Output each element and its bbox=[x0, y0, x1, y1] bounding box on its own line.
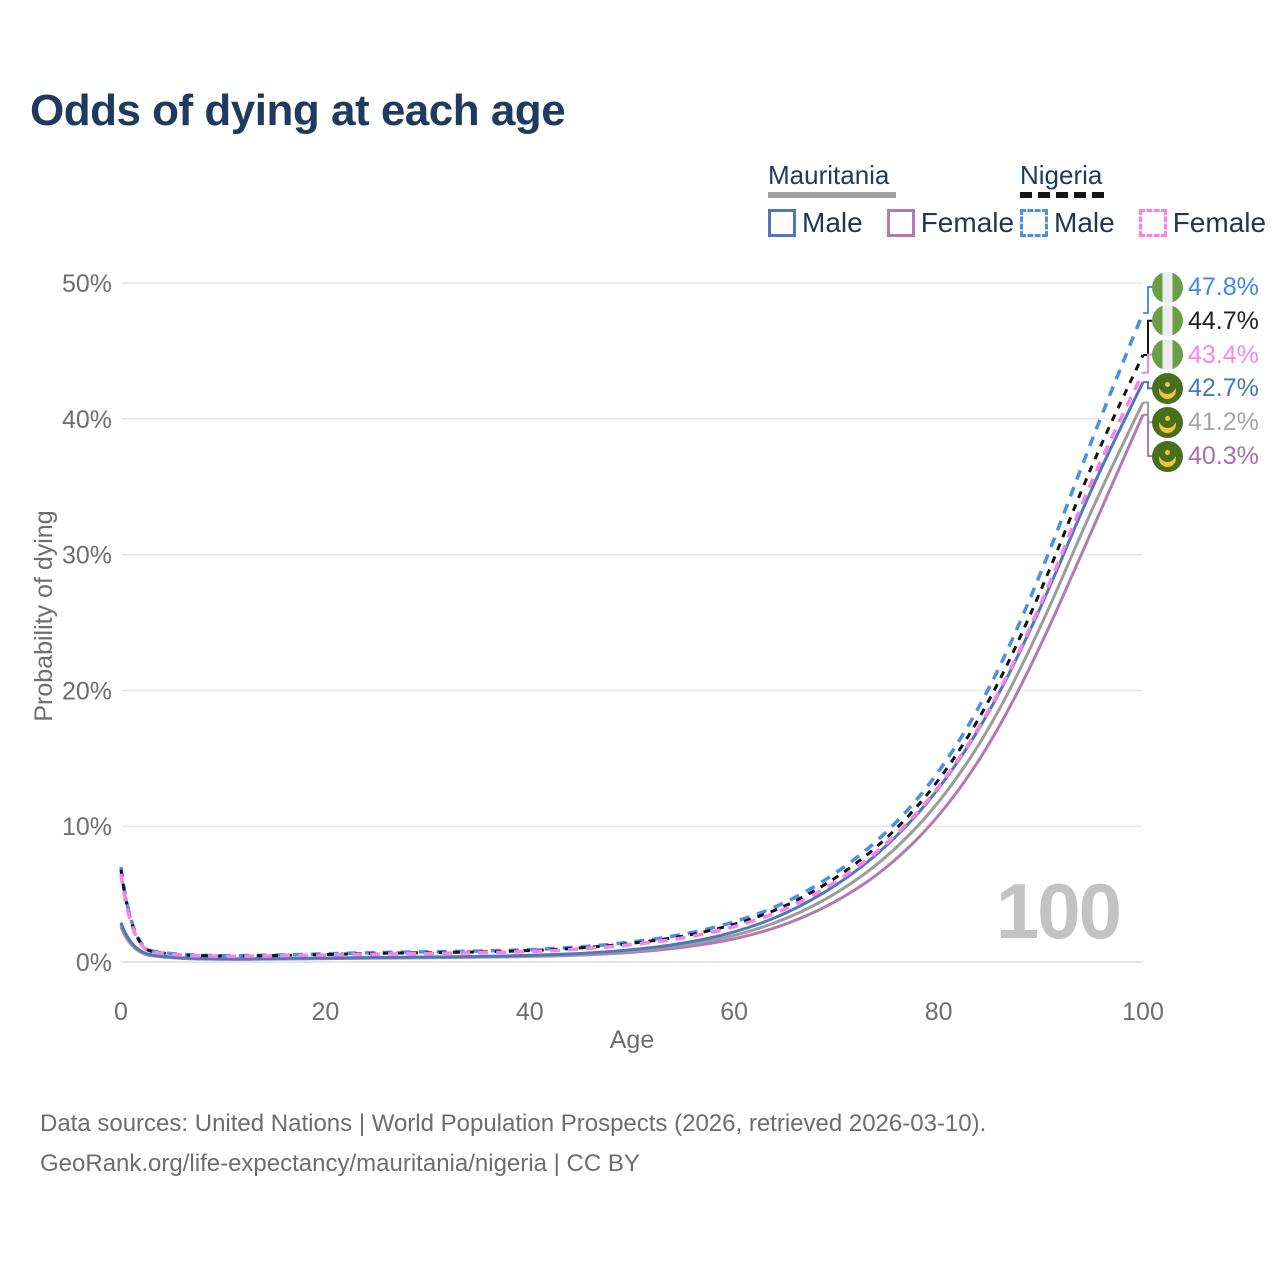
age-watermark: 100 bbox=[995, 867, 1122, 955]
y-axis-title: Probability of dying bbox=[30, 510, 58, 722]
x-tick-label: 100 bbox=[1122, 998, 1164, 1026]
legend-group-nigeria: Nigeria Male Female bbox=[1020, 160, 1266, 239]
nigeria-female-swatch-icon bbox=[1138, 209, 1167, 237]
x-tick-label: 0 bbox=[114, 998, 128, 1026]
end-label-value: 47.8% bbox=[1188, 273, 1259, 301]
end-label-mauritania_female: 40.3% bbox=[1152, 440, 1259, 472]
legend-item-mauritania-female[interactable]: Female bbox=[886, 207, 1015, 239]
page-title: Odds of dying at each age bbox=[30, 86, 566, 135]
mauritania-flag-icon bbox=[1152, 440, 1183, 472]
y-tick-label: 10% bbox=[62, 813, 112, 841]
end-label-value: 42.7% bbox=[1188, 374, 1259, 403]
end-label-nigeria_male: 47.8% bbox=[1152, 271, 1259, 303]
line-nigeria_female[interactable] bbox=[119, 371, 1145, 958]
mauritania-flag-icon bbox=[1152, 372, 1183, 404]
footer: Data sources: United Nations | World Pop… bbox=[40, 1104, 986, 1184]
nigeria-underline bbox=[1020, 192, 1104, 198]
y-tick-label: 0% bbox=[76, 949, 112, 977]
mauritania-male-swatch-icon bbox=[768, 209, 796, 237]
mauritania-flag-icon bbox=[1152, 406, 1183, 438]
x-tick-label: 40 bbox=[516, 998, 544, 1026]
nigeria-male-swatch-icon bbox=[1020, 209, 1048, 237]
data-sources-line: Data sources: United Nations | World Pop… bbox=[40, 1110, 987, 1137]
nigeria-flag-icon bbox=[1152, 305, 1183, 337]
line-nigeria_avg[interactable] bbox=[119, 354, 1145, 958]
x-tick-label: 80 bbox=[925, 998, 953, 1026]
legend-label: Female bbox=[920, 207, 1015, 238]
end-label-connector bbox=[1143, 381, 1155, 390]
y-tick-label: 20% bbox=[62, 677, 112, 705]
y-tick-label: 50% bbox=[62, 270, 112, 298]
x-axis-title: Age bbox=[609, 1026, 655, 1054]
x-tick-label: 60 bbox=[720, 998, 748, 1026]
y-tick-label: 40% bbox=[62, 406, 112, 434]
legend-item-nigeria-female[interactable]: Female bbox=[1138, 207, 1267, 239]
legend-label: Male bbox=[802, 207, 863, 238]
end-label-value: 44.7% bbox=[1188, 306, 1259, 335]
end-label-connector bbox=[1143, 319, 1155, 356]
end-label-mauritania_male: 42.7% bbox=[1152, 372, 1259, 404]
legend-title-mauritania[interactable]: Mauritania bbox=[768, 160, 890, 190]
end-label-connector bbox=[1143, 401, 1155, 424]
legend-item-nigeria-male[interactable]: Male bbox=[1020, 207, 1115, 239]
legend-label: Male bbox=[1054, 207, 1115, 238]
attribution-line: GeoRank.org/life-expectancy/mauritania/n… bbox=[40, 1150, 640, 1177]
end-label-value: 41.2% bbox=[1188, 408, 1259, 437]
line-nigeria_male[interactable] bbox=[119, 312, 1145, 958]
legend-label: Female bbox=[1172, 207, 1267, 238]
legend-group-mauritania: Mauritania Male Female bbox=[768, 160, 1014, 239]
x-tick-label: 20 bbox=[311, 998, 339, 1026]
end-label-value: 40.3% bbox=[1188, 442, 1259, 470]
nigeria-flag-icon bbox=[1152, 271, 1183, 303]
legend-title-nigeria[interactable]: Nigeria bbox=[1020, 160, 1103, 190]
end-label-connector bbox=[1143, 353, 1155, 374]
end-label-nigeria_female: 43.4% bbox=[1152, 339, 1259, 371]
end-label-connector bbox=[1143, 286, 1155, 314]
end-label-nigeria_avg: 44.7% bbox=[1152, 305, 1259, 337]
end-label-mauritania_avg: 41.2% bbox=[1152, 406, 1259, 438]
y-tick-label: 30% bbox=[62, 542, 112, 570]
nigeria-flag-icon bbox=[1152, 339, 1183, 371]
end-label-value: 43.4% bbox=[1188, 340, 1259, 369]
legend-item-mauritania-male[interactable]: Male bbox=[768, 207, 863, 239]
mauritania-female-swatch-icon bbox=[886, 209, 915, 237]
mauritania-underline bbox=[768, 192, 896, 198]
end-label-connector bbox=[1143, 413, 1155, 457]
